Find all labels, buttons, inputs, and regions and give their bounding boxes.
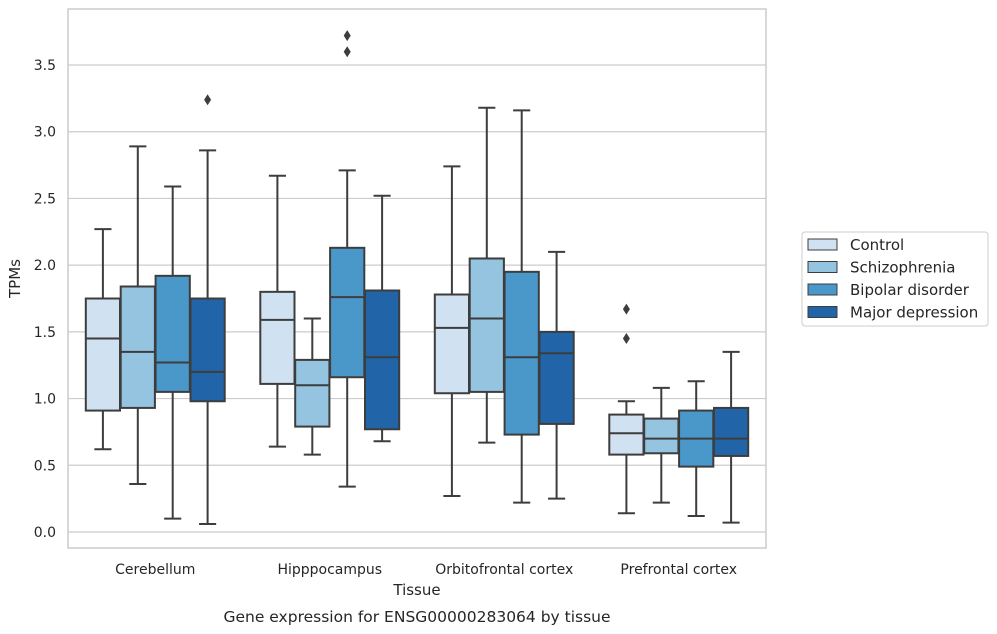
outlier-point <box>343 30 351 42</box>
box-0-1 <box>259 174 296 448</box>
box-iqr <box>503 270 540 436</box>
box-2-1 <box>329 30 366 488</box>
box-0-0 <box>84 228 122 451</box>
x-tick-label: Prefrontal cortex <box>620 562 737 578</box>
box-iqr <box>712 406 750 457</box>
box-0-2 <box>433 165 471 497</box>
x-tick-label: Hipppocampus <box>277 562 382 578</box>
y-tick-label: 1.0 <box>34 392 56 408</box>
box-iqr <box>608 413 645 456</box>
box-0-3 <box>608 303 645 515</box>
box-iqr <box>538 330 575 425</box>
legend-swatch <box>807 238 838 251</box>
y-tick-label: 2.0 <box>34 258 56 274</box>
y-tick-label: 3.5 <box>34 58 56 74</box>
box-1-0 <box>119 145 156 485</box>
legend-label: Major depression <box>850 304 978 322</box>
y-tick-label: 2.5 <box>34 191 56 207</box>
box-iqr <box>363 289 401 431</box>
box-3-3 <box>712 350 750 524</box>
legend-label: Bipolar disorder <box>850 281 970 299</box>
legend: Control Schizophrenia Bipolar disorder Majo… <box>801 231 989 327</box>
y-tick-label: 1.5 <box>34 325 56 341</box>
legend-swatch <box>807 306 838 318</box>
box-iqr <box>84 297 122 412</box>
legend-frame <box>801 231 989 327</box>
outlier-point <box>622 333 630 345</box>
legend-label: Control <box>850 236 904 254</box>
y-tick-labels: 0.0 0.5 1.0 1.5 2.0 2.5 3.0 3.5 <box>34 58 56 541</box>
box-3-2 <box>538 250 575 500</box>
box-iqr <box>119 285 156 409</box>
box-iqr <box>433 293 471 395</box>
box-2-3 <box>678 380 715 517</box>
plot-frame <box>67 8 767 549</box>
y-tick-label: 0.5 <box>34 458 56 474</box>
box-iqr <box>259 290 296 385</box>
x-axis-label: Tissue <box>392 581 440 599</box>
box-iqr <box>643 417 680 455</box>
box-1-1 <box>294 317 331 456</box>
y-tick-label: 3.0 <box>34 125 56 141</box>
boxes-layer <box>84 30 750 525</box>
box-1-2 <box>468 106 505 444</box>
chart-caption: Gene expression for ENSG00000283064 by t… <box>223 608 610 626</box>
box-iqr <box>468 257 505 393</box>
y-tick-label: 0.0 <box>34 525 56 541</box>
box-2-0 <box>154 185 191 520</box>
y-axis-label: TPMs <box>6 259 24 299</box>
legend-swatch <box>807 261 838 273</box>
box-2-2 <box>503 109 540 504</box>
box-iqr <box>154 274 191 393</box>
legend-swatch <box>807 283 838 296</box>
outlier-point <box>204 94 212 106</box>
x-tick-labels: Cerebellum Hipppocampus Orbitofrontal cort… <box>115 562 737 578</box>
legend-label: Schizophrenia <box>850 259 955 277</box>
box-iqr <box>294 358 331 428</box>
box-3-1 <box>363 194 401 443</box>
box-iqr <box>329 246 366 379</box>
x-tick-label: Orbitofrontal cortex <box>435 562 573 578</box>
x-tick-label: Cerebellum <box>115 562 195 578</box>
box-iqr <box>189 297 226 403</box>
box-1-3 <box>643 386 680 504</box>
outlier-point <box>343 46 351 58</box>
outlier-point <box>622 303 630 315</box>
box-3-0 <box>189 94 226 525</box>
